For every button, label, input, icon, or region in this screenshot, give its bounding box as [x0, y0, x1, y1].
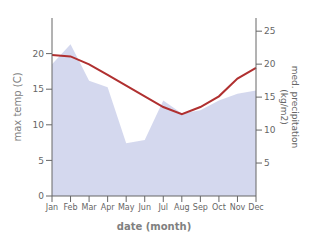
svg-text:Aug: Aug	[174, 203, 190, 212]
svg-text:max temp (C): max temp (C)	[12, 72, 23, 141]
svg-text:15: 15	[33, 84, 44, 94]
svg-text:5: 5	[264, 158, 270, 168]
svg-text:Jun: Jun	[137, 203, 151, 212]
svg-text:Nov: Nov	[230, 203, 246, 212]
svg-text:Jul: Jul	[157, 203, 168, 212]
svg-text:Apr: Apr	[101, 203, 116, 212]
svg-text:Feb: Feb	[63, 203, 77, 212]
svg-text:date (month): date (month)	[117, 221, 191, 232]
svg-text:10: 10	[33, 120, 45, 130]
svg-text:May: May	[118, 203, 135, 212]
svg-text:med. precipitation(kg/m2): med. precipitation(kg/m2)	[279, 66, 300, 148]
svg-text:20: 20	[33, 49, 45, 59]
svg-text:Oct: Oct	[212, 203, 226, 212]
svg-text:Mar: Mar	[82, 203, 98, 212]
svg-text:10: 10	[264, 125, 276, 135]
svg-text:Jan: Jan	[45, 203, 58, 212]
svg-text:15: 15	[264, 92, 275, 102]
svg-text:25: 25	[264, 26, 275, 36]
svg-text:Sep: Sep	[193, 203, 208, 212]
svg-text:Dec: Dec	[248, 203, 263, 212]
svg-text:20: 20	[264, 59, 276, 69]
svg-text:0: 0	[38, 191, 44, 201]
svg-text:5: 5	[38, 156, 44, 166]
